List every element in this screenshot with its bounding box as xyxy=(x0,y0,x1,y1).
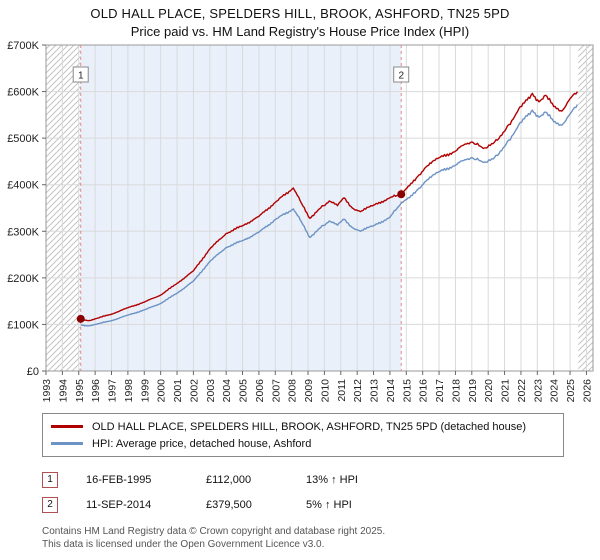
svg-text:2000: 2000 xyxy=(156,379,168,403)
x-axis-labels: 1993 1994 1995 1996 1997 1998 1999 2000 2001 2002… xyxy=(41,371,593,402)
svg-text:2018: 2018 xyxy=(450,379,462,403)
sale-hpi-delta: 13% ↑ HPI xyxy=(306,473,358,486)
svg-text:2019: 2019 xyxy=(467,379,479,403)
sales-table: 1 16-FEB-1995 £112,000 13% ↑ HPI 2 11-SEP-201… xyxy=(42,467,600,517)
svg-text:2025: 2025 xyxy=(565,379,577,403)
svg-text:1998: 1998 xyxy=(123,379,135,403)
svg-text:2009: 2009 xyxy=(303,379,315,403)
svg-text:1993: 1993 xyxy=(41,379,53,403)
no-data-hatch-region xyxy=(46,45,81,371)
license-line2: This data is licensed under the Open Gov… xyxy=(42,539,325,550)
sale-point-2 xyxy=(397,190,406,199)
sale-flag-2 xyxy=(393,66,410,83)
legend-item-hpi-average: HPI: Average price, detached house, Ashf… xyxy=(51,435,555,452)
svg-text:2002: 2002 xyxy=(188,379,200,403)
svg-text:2011: 2011 xyxy=(336,379,348,402)
svg-text:2012: 2012 xyxy=(352,379,364,403)
svg-text:2020: 2020 xyxy=(483,379,495,403)
svg-text:£600K: £600K xyxy=(7,87,39,99)
plot-border xyxy=(45,44,594,372)
svg-text:1995: 1995 xyxy=(74,379,86,403)
sale-flag-1 xyxy=(72,66,89,83)
legend-item-price-paid: OLD HALL PLACE, SPELDERS HILL, BROOK, AS… xyxy=(51,418,555,435)
sale-price: £379,500 xyxy=(206,498,252,511)
no-data-hatch-region xyxy=(578,45,593,371)
series-line-hpi-average xyxy=(80,104,579,327)
svg-text:2004: 2004 xyxy=(221,379,233,403)
svg-text:2016: 2016 xyxy=(418,379,430,403)
svg-text:2015: 2015 xyxy=(401,379,413,403)
legend-label: HPI: Average price, detached house, Ashf… xyxy=(92,437,312,450)
svg-text:1994: 1994 xyxy=(57,379,69,403)
legend-label: OLD HALL PLACE, SPELDERS HILL, BROOK, AS… xyxy=(92,420,527,433)
sale-hpi-delta: 5% ↑ HPI xyxy=(306,498,352,511)
svg-text:£400K: £400K xyxy=(7,180,39,192)
page-title: OLD HALL PLACE, SPELDERS HILL, BROOK, AS… xyxy=(90,6,510,21)
svg-text:2026: 2026 xyxy=(581,379,593,403)
svg-text:£100K: £100K xyxy=(7,319,39,331)
svg-text:2023: 2023 xyxy=(532,379,544,403)
legend-line-swatch xyxy=(51,442,83,445)
license-note: Contains HM Land Registry data © Crown c… xyxy=(42,525,600,551)
license-line1: Contains HM Land Registry data © Crown c… xyxy=(42,526,386,537)
sale-point-1 xyxy=(76,314,85,323)
svg-text:2003: 2003 xyxy=(205,379,217,403)
sale-date: 11-SEP-2014 xyxy=(86,498,152,511)
svg-text:1999: 1999 xyxy=(139,379,151,403)
sale-number-badge: 2 xyxy=(42,496,58,513)
sale-number-badge: 1 xyxy=(42,471,58,488)
svg-text:2013: 2013 xyxy=(369,379,381,403)
sale-price: £112,000 xyxy=(206,473,252,486)
svg-text:2022: 2022 xyxy=(516,379,528,403)
svg-text:2008: 2008 xyxy=(287,379,299,403)
sale-row-2: 2 11-SEP-2014 £379,500 5% ↑ HPI xyxy=(42,492,600,517)
plot-background xyxy=(46,45,593,371)
page-subtitle: Price paid vs. HM Land Registry's House … xyxy=(130,24,470,39)
svg-text:£500K: £500K xyxy=(7,133,39,145)
chart-legend: OLD HALL PLACE, SPELDERS HILL, BROOK, AS… xyxy=(42,413,564,457)
ownership-period-shading xyxy=(80,45,402,371)
legend-line-swatch xyxy=(51,425,83,428)
svg-text:1996: 1996 xyxy=(90,379,102,403)
data-series xyxy=(80,91,579,327)
svg-text:£200K: £200K xyxy=(7,273,39,285)
svg-text:2007: 2007 xyxy=(270,379,282,403)
svg-text:2014: 2014 xyxy=(385,379,397,403)
svg-text:£0: £0 xyxy=(27,366,39,378)
svg-text:1997: 1997 xyxy=(107,379,119,403)
sale-flag-number-2: 2 xyxy=(398,71,404,82)
sale-row-1: 1 16-FEB-1995 £112,000 13% ↑ HPI xyxy=(42,467,600,492)
svg-text:2001: 2001 xyxy=(172,379,184,403)
svg-text:£700K: £700K xyxy=(7,41,39,52)
svg-text:2005: 2005 xyxy=(238,379,250,403)
svg-text:2017: 2017 xyxy=(434,379,446,403)
y-axis-labels: £0 £100K £200K £300K £400K £500K £600K £700K xyxy=(7,41,46,378)
svg-text:2010: 2010 xyxy=(319,379,331,403)
svg-text:2021: 2021 xyxy=(500,379,512,403)
sale-date: 16-FEB-1995 xyxy=(86,473,152,486)
series-line-price-paid xyxy=(80,91,578,322)
svg-text:2024: 2024 xyxy=(549,379,561,403)
svg-text:2006: 2006 xyxy=(254,379,266,403)
price-chart: 1 2£0£100K£200K£300K£400K£500K£600K£700K1… xyxy=(7,41,594,402)
svg-text:£300K: £300K xyxy=(7,226,39,238)
sale-flag-number-1: 1 xyxy=(78,71,84,82)
